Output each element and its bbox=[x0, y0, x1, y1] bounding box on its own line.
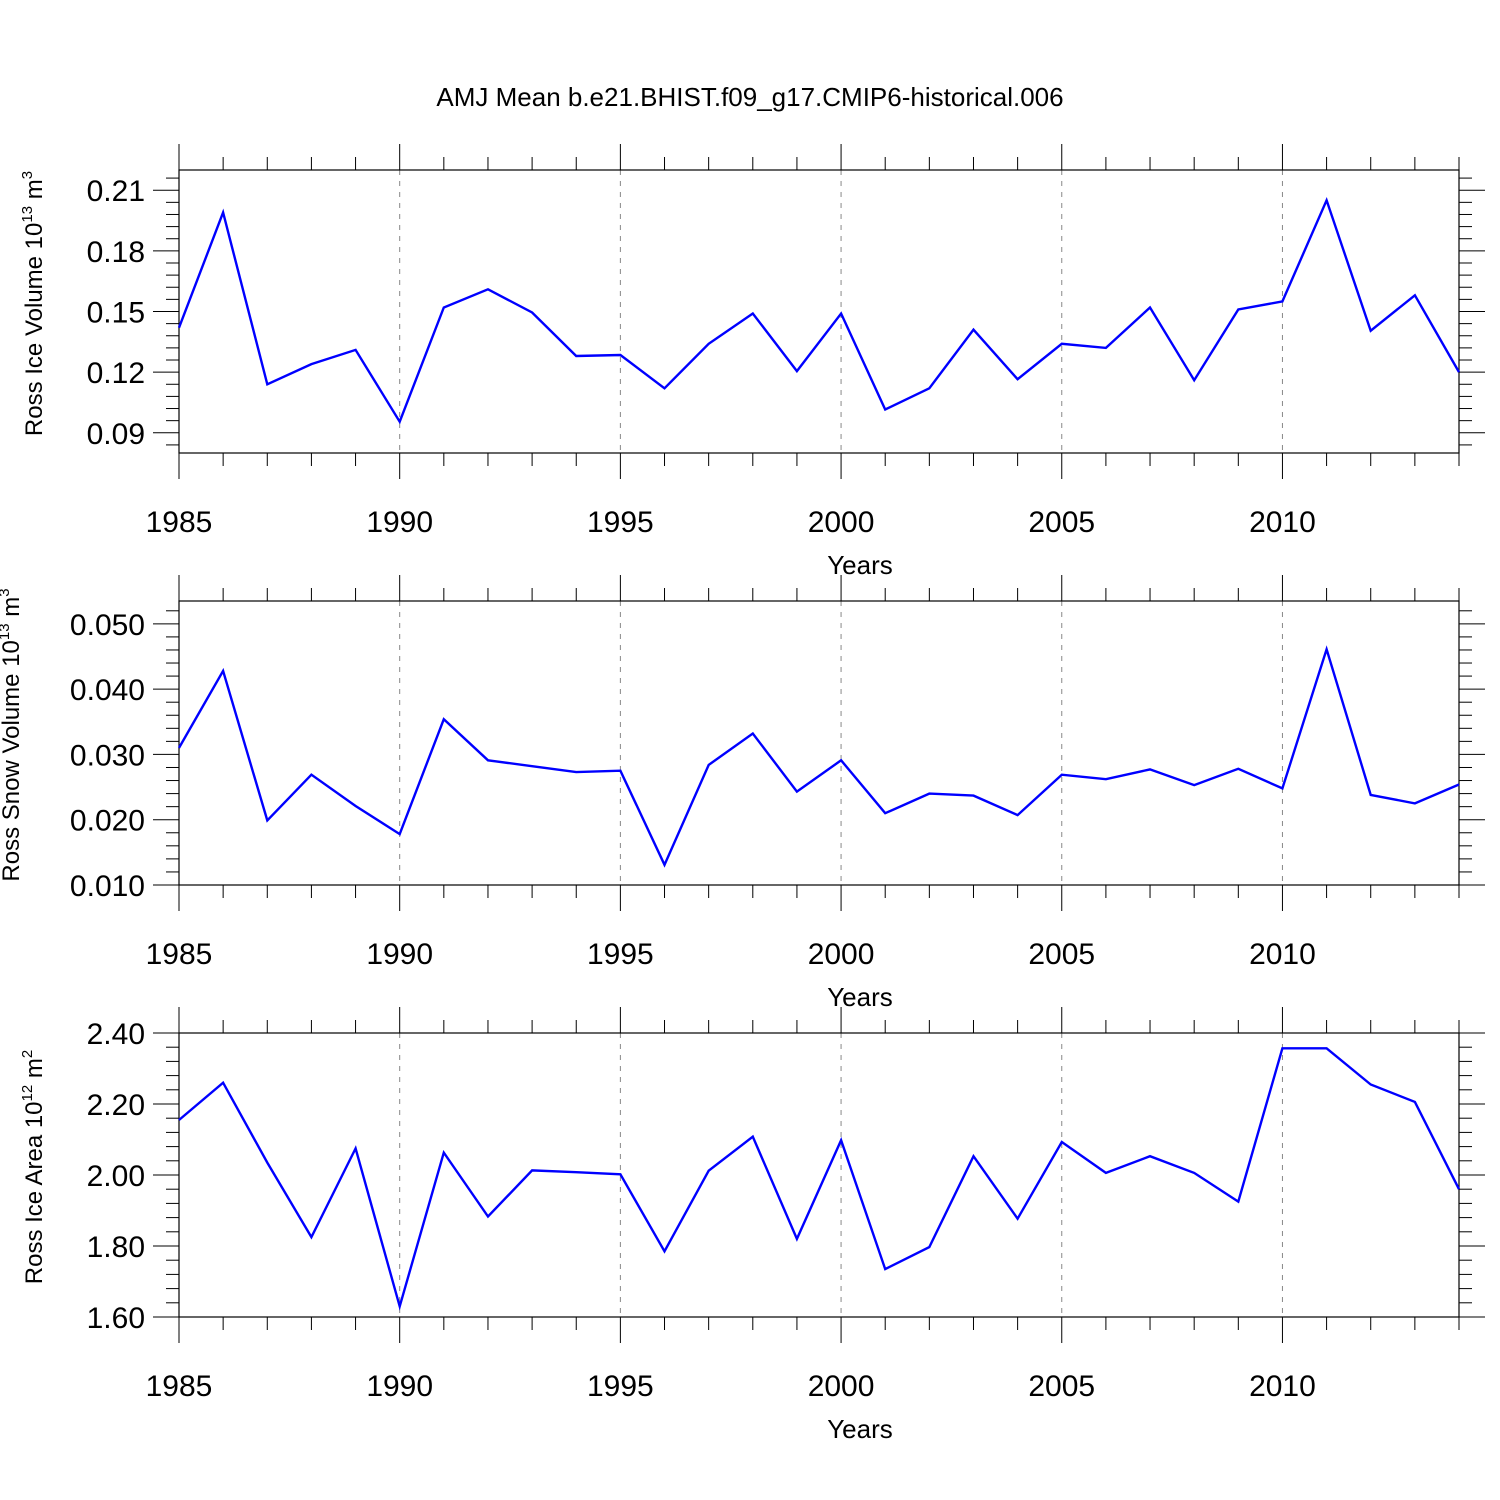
y-axis-label-exp: 12 bbox=[19, 1085, 36, 1102]
x-axis-label: Years bbox=[827, 550, 893, 580]
x-tick-label: 1985 bbox=[146, 1370, 213, 1403]
x-tick-label: 2005 bbox=[1028, 1370, 1095, 1403]
y-tick-label: 0.040 bbox=[70, 674, 145, 707]
x-tick-label: 2000 bbox=[808, 506, 875, 539]
y-axis-label-unit: m bbox=[21, 1058, 48, 1085]
x-tick-label: 2010 bbox=[1249, 1370, 1316, 1403]
y-tick-label: 0.050 bbox=[70, 609, 145, 642]
y-axis-label-base: Ross Ice Volume 10 bbox=[21, 223, 48, 436]
panel-3: 1.60 1.80 2.00 2.20 2.40 1985 1990 1995 2000 2005… bbox=[19, 1007, 1485, 1444]
y-axis-label: Ross Snow Volume 1013 m3 bbox=[0, 588, 25, 881]
y-axis-label-unit-exp: 3 bbox=[19, 171, 36, 179]
y-tick-label: 2.20 bbox=[87, 1089, 145, 1122]
x-tick-label: 1995 bbox=[587, 938, 654, 971]
series-line bbox=[178, 1047, 1461, 1311]
y-axis-label-exp: 13 bbox=[19, 206, 36, 223]
y-tick-label: 2.00 bbox=[87, 1160, 145, 1193]
y-tick-label: 2.40 bbox=[87, 1018, 145, 1051]
y-axis-label: Ross Ice Area 1012 m2 bbox=[19, 1050, 48, 1284]
panel-2: 0.010 0.020 0.030 0.040 0.050 1985 1990 1995 200… bbox=[0, 575, 1485, 1012]
x-axis-label: Years bbox=[827, 982, 893, 1012]
plot-frame bbox=[178, 1032, 1460, 1318]
x-tick-label: 2000 bbox=[808, 938, 875, 971]
x-tick-label: 2010 bbox=[1249, 938, 1316, 971]
x-tick-label: 2005 bbox=[1028, 938, 1095, 971]
y-tick-label: 0.09 bbox=[87, 418, 145, 451]
x-tick-label: 2010 bbox=[1249, 506, 1316, 539]
panel-1: 0.09 0.12 0.15 0.18 0.21 1985 1990 1995 2000 2005… bbox=[19, 144, 1485, 580]
x-tick-label: 1985 bbox=[146, 506, 213, 539]
y-axis-label-unit-exp: 3 bbox=[0, 588, 13, 596]
y-tick-label: 1.60 bbox=[87, 1302, 145, 1335]
x-tick-label: 1995 bbox=[587, 506, 654, 539]
x-tick-label: 2005 bbox=[1028, 506, 1095, 539]
series-line bbox=[177, 645, 1460, 868]
x-axis-label: Years bbox=[827, 1414, 893, 1444]
y-axis-label-exp: 13 bbox=[0, 623, 13, 640]
y-axis-label-unit-exp: 2 bbox=[19, 1050, 36, 1058]
x-tick-label: 1990 bbox=[366, 938, 433, 971]
y-tick-label: 0.020 bbox=[70, 805, 145, 838]
x-tick-label: 1995 bbox=[587, 1370, 654, 1403]
y-tick-label: 0.15 bbox=[87, 297, 145, 330]
y-tick-label: 0.010 bbox=[70, 870, 145, 903]
plot-frame bbox=[178, 169, 1460, 454]
y-axis-label: Ross Ice Volume 1013 m3 bbox=[19, 171, 48, 436]
plot-frame bbox=[178, 600, 1460, 886]
chart-title: AMJ Mean b.e21.BHIST.f09_g17.CMIP6-histo… bbox=[436, 82, 1063, 112]
y-axis-label-base: Ross Snow Volume 10 bbox=[0, 640, 25, 881]
y-tick-label: 0.21 bbox=[87, 175, 145, 208]
y-axis-label-unit: m bbox=[0, 597, 25, 624]
y-axis-label-unit: m bbox=[21, 179, 48, 206]
y-tick-label: 0.12 bbox=[87, 357, 145, 390]
x-tick-label: 1990 bbox=[366, 1370, 433, 1403]
y-tick-label: 0.030 bbox=[70, 739, 145, 772]
y-tick-label: 1.80 bbox=[87, 1231, 145, 1264]
x-tick-label: 1985 bbox=[146, 938, 213, 971]
y-tick-label: 0.18 bbox=[87, 236, 145, 269]
x-tick-label: 1990 bbox=[366, 506, 433, 539]
x-tick-label: 2000 bbox=[808, 1370, 875, 1403]
series-line bbox=[177, 196, 1461, 425]
y-axis-label-base: Ross Ice Area 10 bbox=[21, 1101, 48, 1284]
